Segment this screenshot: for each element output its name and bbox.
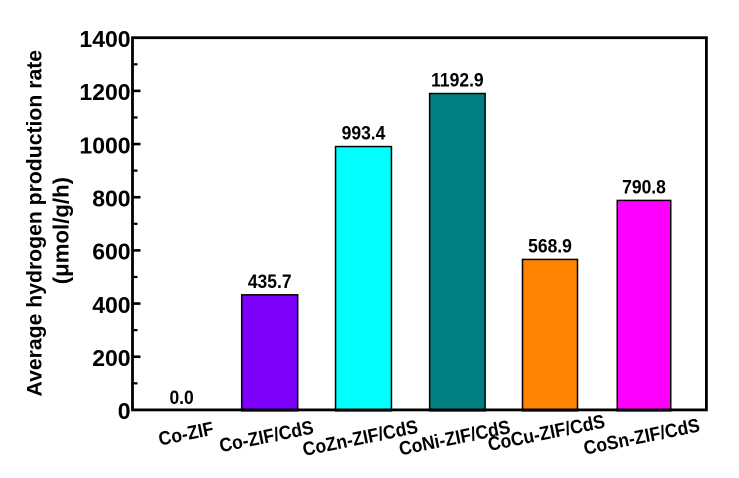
svg-text:600: 600 bbox=[92, 239, 130, 265]
svg-text:568.9: 568.9 bbox=[528, 235, 572, 257]
svg-text:790.8: 790.8 bbox=[622, 176, 666, 198]
svg-text:800: 800 bbox=[92, 185, 130, 211]
svg-text:200: 200 bbox=[92, 345, 130, 371]
svg-text:993.4: 993.4 bbox=[342, 122, 387, 144]
svg-text:1000: 1000 bbox=[79, 132, 130, 158]
svg-text:435.7: 435.7 bbox=[248, 270, 292, 292]
svg-text:(μmol/g/h): (μmol/g/h) bbox=[49, 177, 74, 284]
svg-text:Average hydrogen production ra: Average hydrogen production rate bbox=[23, 50, 46, 397]
svg-text:1200: 1200 bbox=[79, 79, 130, 105]
svg-text:400: 400 bbox=[92, 292, 130, 318]
svg-text:0.0: 0.0 bbox=[169, 386, 193, 408]
svg-text:1192.9: 1192.9 bbox=[431, 69, 483, 91]
svg-text:1400: 1400 bbox=[79, 26, 130, 52]
svg-text:0: 0 bbox=[118, 398, 131, 424]
